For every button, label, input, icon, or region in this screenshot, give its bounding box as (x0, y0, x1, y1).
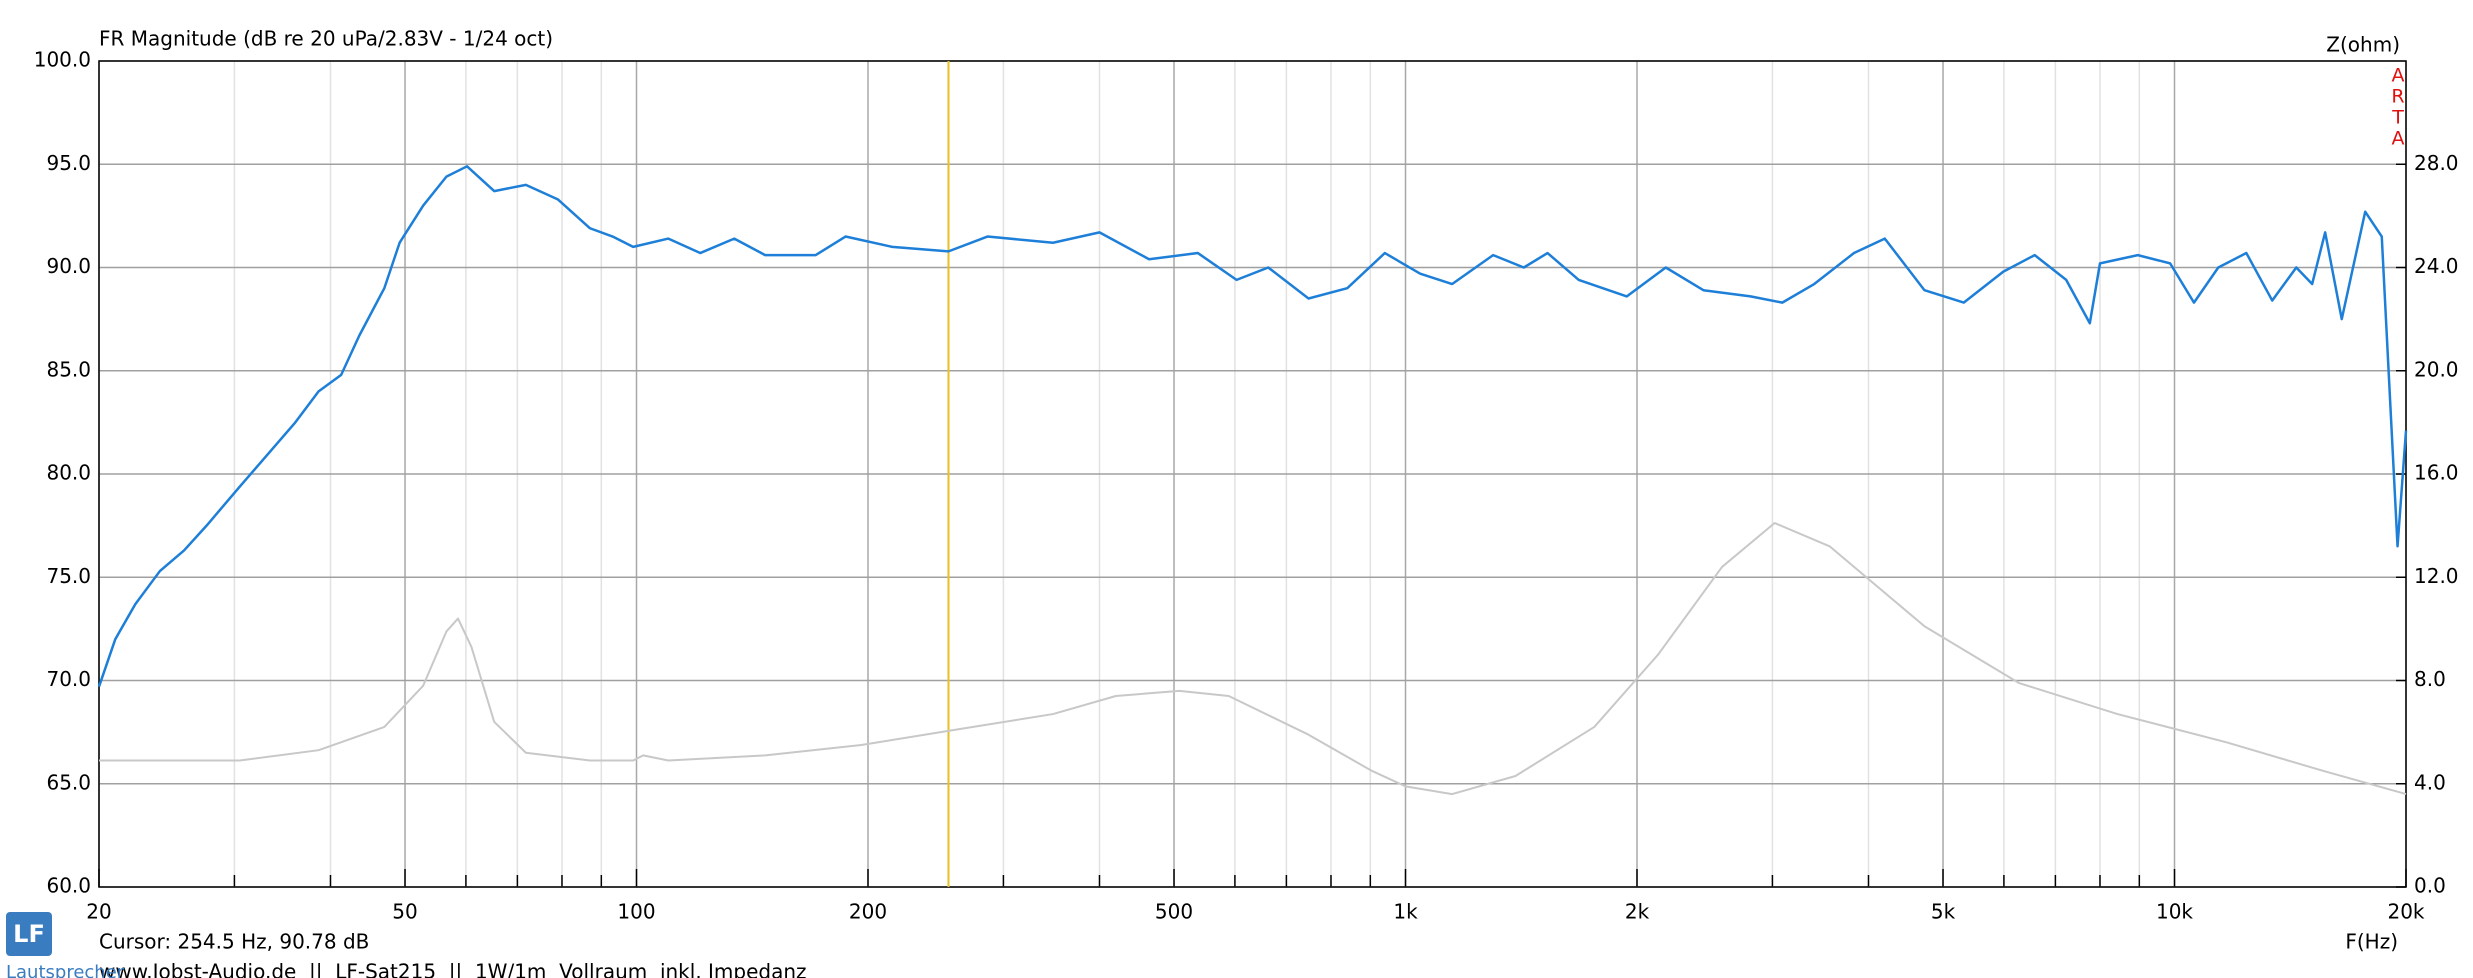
y2-tick-label: 8.0 (2414, 667, 2446, 691)
impedance-line (99, 522, 2407, 796)
y-tick-label: 65.0 (46, 770, 91, 794)
x-tick-label: 20 (86, 900, 111, 924)
y2-tick-label: 12.0 (2414, 564, 2459, 588)
x-tick-label: 2k (1625, 900, 1650, 924)
logo-mark: LF (13, 920, 45, 948)
logo-box (6, 912, 52, 956)
brand-letter: T (2391, 107, 2404, 129)
y-tick-label: 70.0 (46, 667, 91, 691)
y-tick-label: 90.0 (46, 254, 91, 278)
y-tick-label: 100.0 (34, 48, 91, 72)
y2-tick-label: 24.0 (2414, 254, 2459, 278)
y-tick-label: 75.0 (46, 564, 91, 588)
y2-tick-label: 0.0 (2414, 874, 2446, 898)
x-tick-label: 1k (1393, 900, 1418, 924)
y-tick-label: 85.0 (46, 357, 91, 381)
x-tick-label: 20k (2387, 900, 2424, 924)
x-tick-label: 10k (2156, 900, 2193, 924)
x-tick-label: 200 (849, 900, 887, 924)
x-tick-label: 50 (392, 900, 417, 924)
brand-letter: A (2392, 65, 2405, 87)
x-axis-label: F(Hz) (2345, 930, 2398, 954)
brand-letter: R (2391, 86, 2404, 108)
plot-frame (98, 60, 2407, 888)
chart-title: FR Magnitude (dB re 20 uPa/2.83V - 1/24 … (99, 27, 553, 51)
y2-axis-label: Z(ohm) (2326, 33, 2400, 57)
x-tick-label: 500 (1155, 900, 1193, 924)
y2-tick-label: 28.0 (2414, 151, 2459, 175)
response-line (97, 165, 2408, 688)
logo-text: Lautsprecher (6, 962, 125, 978)
x-tick-label: 5k (1931, 900, 1956, 924)
y-tick-label: 60.0 (46, 874, 91, 898)
y-tick-label: 80.0 (46, 461, 91, 485)
y2-tick-label: 20.0 (2414, 357, 2459, 381)
cursor-readout: Cursor: 254.5 Hz, 90.78 dB (99, 930, 369, 954)
y2-tick-label: 16.0 (2414, 461, 2459, 485)
brand-letter: A (2392, 128, 2405, 150)
x-tick-label: 100 (617, 900, 655, 924)
footer: www.Jobst-Audio.de || LF-Sat215 || 1W/1m… (99, 960, 807, 978)
y-tick-label: 95.0 (46, 151, 91, 175)
logo: LF Lautsprecher (6, 912, 125, 978)
y2-tick-label: 4.0 (2414, 770, 2446, 794)
